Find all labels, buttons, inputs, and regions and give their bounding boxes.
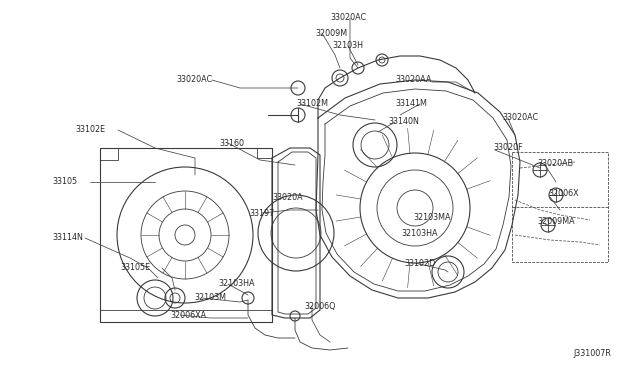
Text: 33105E: 33105E	[120, 263, 150, 273]
Text: 32006XA: 32006XA	[170, 311, 206, 320]
Text: 32103MA: 32103MA	[413, 214, 451, 222]
Text: J331007R: J331007R	[573, 350, 611, 359]
Text: 33102M: 33102M	[296, 99, 328, 109]
Text: 32103HA: 32103HA	[218, 279, 255, 289]
Text: 33020AC: 33020AC	[176, 76, 212, 84]
Text: 33102D: 33102D	[404, 259, 435, 267]
Text: 32103H: 32103H	[333, 42, 364, 51]
Text: 33020AA: 33020AA	[395, 76, 431, 84]
Text: 33114N: 33114N	[52, 234, 83, 243]
Text: 33020AB: 33020AB	[537, 158, 573, 167]
Text: 32009M: 32009M	[315, 29, 347, 38]
Text: 33020AC: 33020AC	[502, 113, 538, 122]
Text: 32006Q: 32006Q	[304, 301, 335, 311]
Text: 32103HA: 32103HA	[401, 230, 438, 238]
Text: 33141M: 33141M	[395, 99, 427, 109]
Text: 33102E: 33102E	[75, 125, 105, 135]
Text: 33140N: 33140N	[388, 118, 419, 126]
Text: 32009MA: 32009MA	[537, 217, 575, 225]
Text: 33020F: 33020F	[493, 144, 523, 153]
Text: 32006X: 32006X	[548, 189, 579, 199]
Text: 33197: 33197	[249, 208, 275, 218]
Text: 33105: 33105	[52, 177, 77, 186]
Text: 33020AC: 33020AC	[330, 13, 366, 22]
Text: 32103M: 32103M	[194, 294, 226, 302]
Text: 33160: 33160	[219, 138, 244, 148]
Text: 33020A: 33020A	[272, 193, 303, 202]
